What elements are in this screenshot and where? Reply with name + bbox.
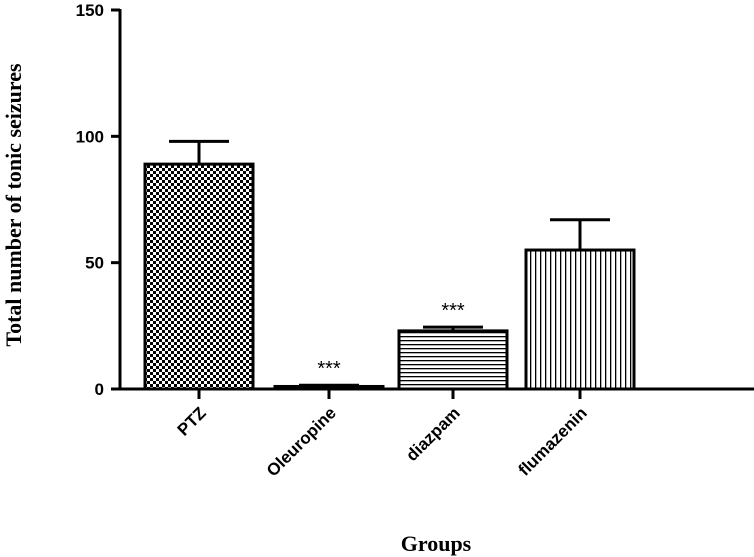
bars: *** *** xyxy=(143,139,636,391)
x-tick-label: diazpam xyxy=(402,403,464,465)
y-tick-label: 100 xyxy=(76,127,104,146)
bar-diazpam xyxy=(397,329,509,391)
bar-flumazenin xyxy=(524,248,636,391)
x-tick-label: PTZ xyxy=(174,403,210,439)
y-tick-label: 150 xyxy=(76,1,104,20)
bar-ptz xyxy=(143,162,255,391)
significance-marker: *** xyxy=(441,300,465,322)
bar-oleuropine xyxy=(273,384,385,391)
x-tick-label: flumazenin xyxy=(515,403,591,479)
y-axis-title: Total number of tonic seizures xyxy=(1,63,26,347)
x-axis-title: Groups xyxy=(401,531,472,556)
significance-marker: *** xyxy=(317,358,341,380)
x-tick-label: Oleuropine xyxy=(263,403,340,480)
y-tick-label: 50 xyxy=(85,254,104,273)
x-ticks: PTZ Oleuropine diazpam flumazenin xyxy=(174,389,591,480)
y-ticks: 0 50 100 150 xyxy=(76,1,120,399)
y-tick-label: 0 xyxy=(95,380,104,399)
